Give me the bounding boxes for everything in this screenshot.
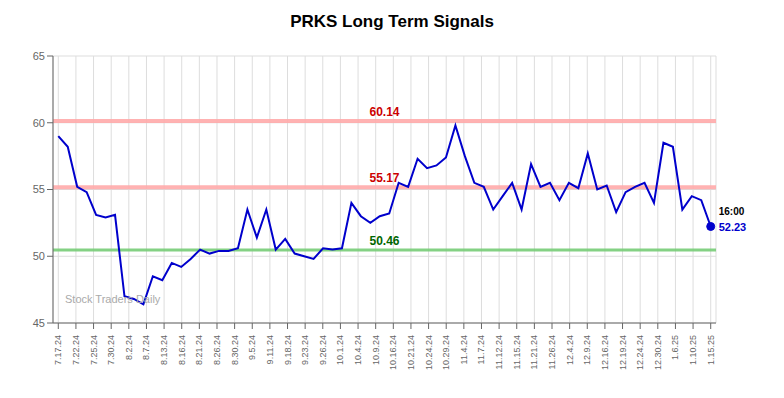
svg-text:12.19.24: 12.19.24: [618, 335, 628, 370]
svg-text:1.15.25: 1.15.25: [706, 335, 716, 365]
svg-text:11.26.24: 11.26.24: [547, 335, 557, 369]
svg-text:9.26.24: 9.26.24: [318, 335, 328, 365]
svg-text:12.24.24: 12.24.24: [635, 335, 645, 370]
svg-text:11.15.24: 11.15.24: [512, 335, 522, 369]
svg-text:12.16.24: 12.16.24: [600, 335, 610, 370]
svg-text:8.26.24: 8.26.24: [212, 335, 222, 365]
svg-text:1.6.25: 1.6.25: [670, 335, 680, 360]
svg-text:11.4.24: 11.4.24: [459, 335, 469, 364]
svg-text:50.46: 50.46: [369, 234, 399, 248]
svg-text:50: 50: [33, 250, 45, 262]
svg-text:16:00: 16:00: [719, 206, 745, 217]
svg-text:10.29.24: 10.29.24: [441, 335, 451, 370]
svg-text:9.23.24: 9.23.24: [300, 335, 310, 365]
svg-text:10.9.24: 10.9.24: [371, 335, 381, 365]
svg-text:60.14: 60.14: [369, 105, 399, 119]
svg-text:9.11.24: 9.11.24: [265, 335, 275, 364]
svg-text:55: 55: [33, 183, 45, 195]
svg-text:55.17: 55.17: [369, 171, 399, 185]
svg-text:11.12.24: 11.12.24: [494, 335, 504, 369]
svg-text:10.21.24: 10.21.24: [406, 335, 416, 370]
svg-text:8.2.24: 8.2.24: [124, 335, 134, 360]
svg-text:12.4.24: 12.4.24: [565, 335, 575, 365]
svg-text:10.1.24: 10.1.24: [335, 335, 345, 365]
svg-text:12.9.24: 12.9.24: [582, 335, 592, 365]
svg-text:11.21.24: 11.21.24: [529, 335, 539, 369]
svg-text:7.17.24: 7.17.24: [53, 335, 63, 365]
html-text:Stock Traders Daily: Stock Traders Daily: [65, 293, 161, 305]
svg-text:12.30.24: 12.30.24: [653, 335, 663, 370]
svg-text:10.4.24: 10.4.24: [353, 335, 363, 365]
svg-text:7.22.24: 7.22.24: [71, 335, 81, 365]
svg-text:7.25.24: 7.25.24: [89, 335, 99, 365]
svg-text:9.18.24: 9.18.24: [283, 335, 293, 365]
svg-text:8.30.24: 8.30.24: [230, 335, 240, 365]
svg-text:8.21.24: 8.21.24: [194, 335, 204, 365]
svg-text:8.7.24: 8.7.24: [141, 335, 151, 360]
svg-text:60: 60: [33, 117, 45, 129]
svg-text:7.30.24: 7.30.24: [106, 335, 116, 365]
svg-text:11.7.24: 11.7.24: [476, 335, 486, 364]
svg-text:10.24.24: 10.24.24: [424, 335, 434, 370]
html-text:PRKS Long Term Signals: PRKS Long Term Signals: [290, 12, 494, 31]
svg-text:65: 65: [33, 50, 45, 62]
svg-text:9.5.24: 9.5.24: [247, 335, 257, 360]
svg-text:52.23: 52.23: [719, 221, 747, 233]
svg-text:45: 45: [33, 317, 45, 329]
svg-text:10.16.24: 10.16.24: [388, 335, 398, 370]
svg-text:1.10.25: 1.10.25: [688, 335, 698, 365]
svg-text:8.16.24: 8.16.24: [177, 335, 187, 365]
svg-text:8.13.24: 8.13.24: [159, 335, 169, 365]
